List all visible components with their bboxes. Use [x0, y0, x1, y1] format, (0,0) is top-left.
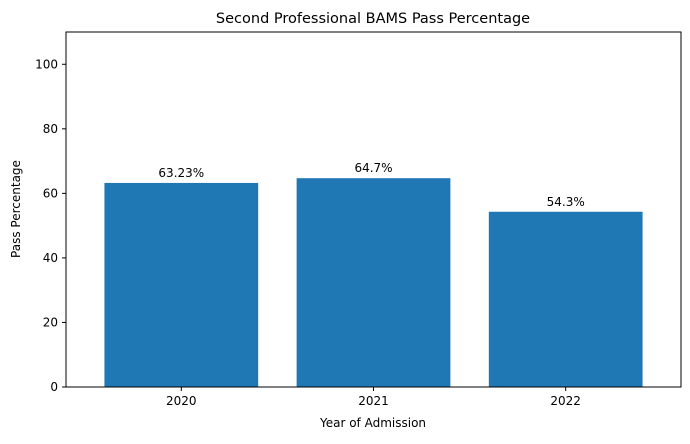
y-tick-label: 100	[35, 57, 58, 71]
y-tick-label: 0	[50, 380, 58, 394]
y-tick-label: 60	[43, 186, 58, 200]
x-axis: 2020 2021 2022	[166, 387, 581, 408]
plot-frame	[65, 31, 682, 388]
bar-value-label-2022: 54.3%	[547, 195, 585, 209]
bar-2020	[104, 182, 259, 387]
bar-value-labels: 63.23% 64.7% 54.3%	[158, 161, 584, 209]
bar-value-label-2021: 64.7%	[354, 161, 392, 175]
y-tick-label: 80	[43, 122, 58, 136]
x-tick-label-2022: 2022	[550, 394, 581, 408]
x-tick-label-2021: 2021	[358, 394, 389, 408]
chart-title: Second Professional BAMS Pass Percentage	[216, 11, 530, 27]
y-tick-label: 20	[43, 315, 58, 329]
y-axis: 0 20 40 60 80 100	[35, 57, 66, 394]
bar-2021	[296, 178, 451, 387]
bars	[104, 178, 643, 387]
x-tick-label-2020: 2020	[166, 394, 197, 408]
y-tick-label: 40	[43, 251, 58, 265]
x-axis-label: Year of Admission	[319, 416, 426, 430]
bar-2022	[488, 211, 643, 387]
y-axis-label: Pass Percentage	[9, 160, 23, 258]
bar-value-label-2020: 63.23%	[158, 166, 204, 180]
